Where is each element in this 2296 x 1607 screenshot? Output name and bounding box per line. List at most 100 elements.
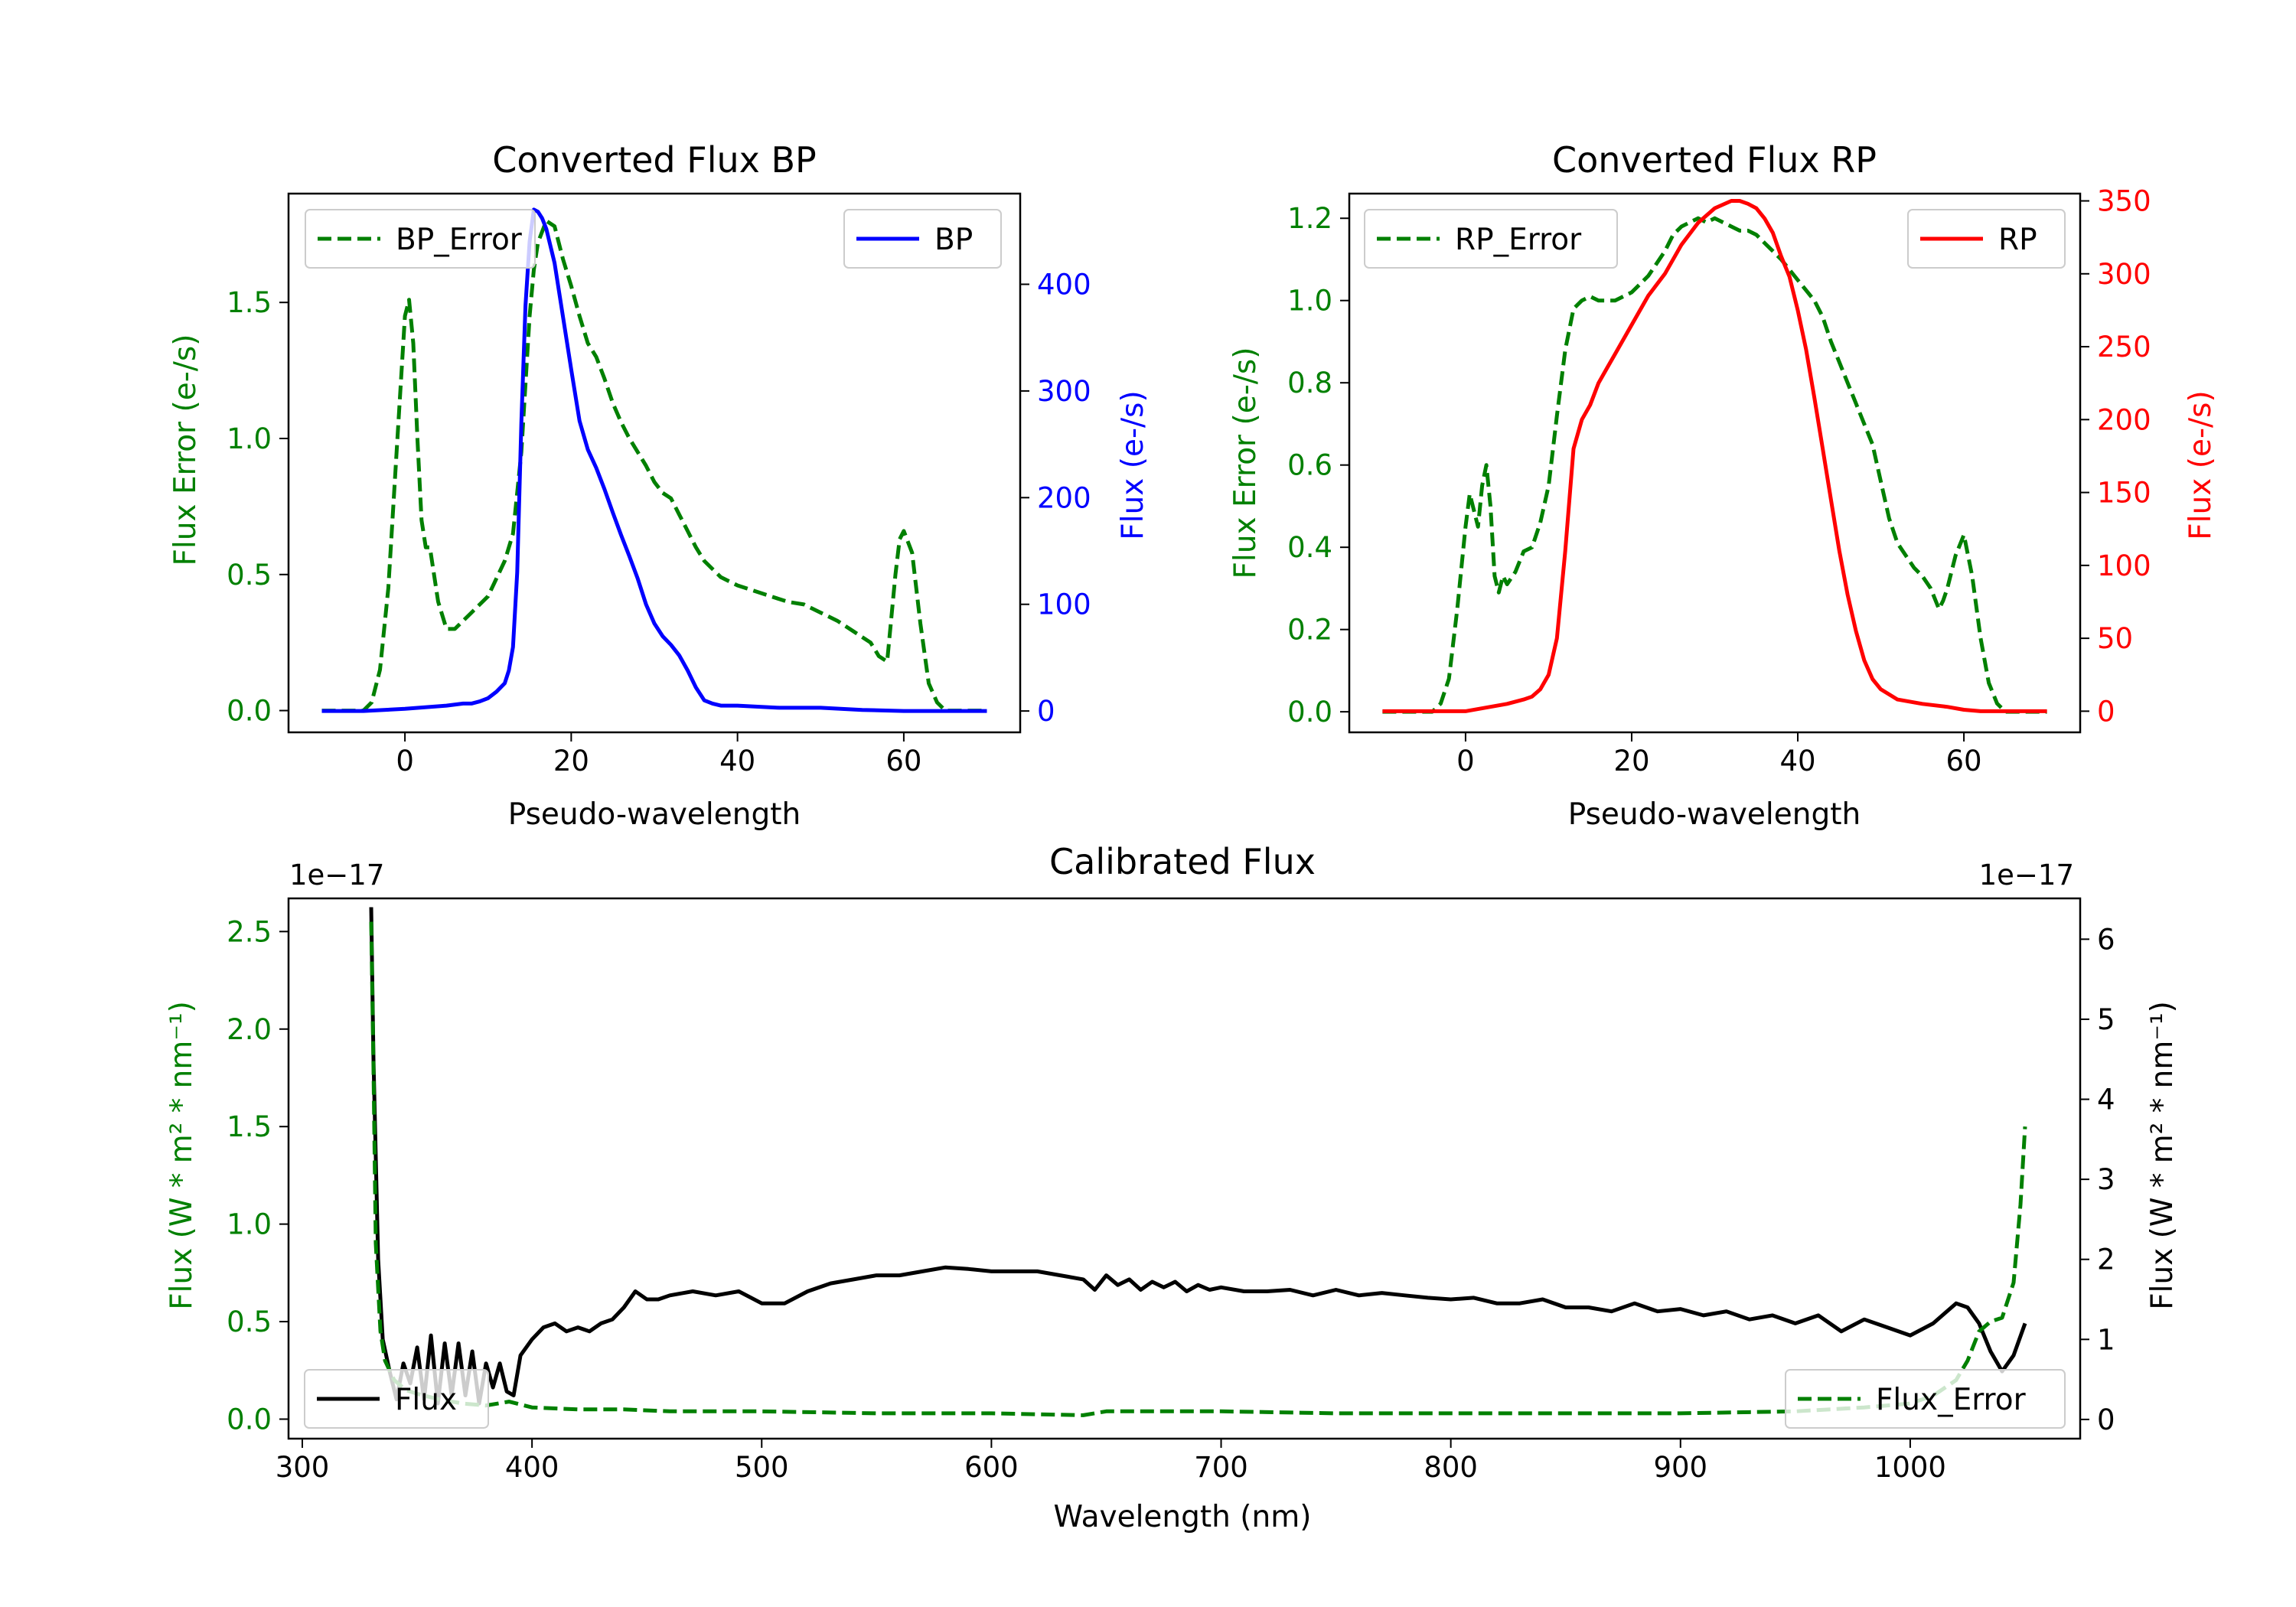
calibrated-ytick-right-label: 0 xyxy=(2097,1403,2115,1436)
calibrated-ytick-right-label: 5 xyxy=(2097,1003,2115,1036)
bp-ytick-right-label: 400 xyxy=(1037,268,1091,301)
rp-legend-left: RP_Error xyxy=(1364,209,1618,269)
bp-ylabel-right: Flux (e-/s) xyxy=(1116,390,1150,539)
rp-xtick-label: 20 xyxy=(1613,745,1649,777)
bp-xtick-label: 40 xyxy=(719,745,755,777)
calibrated-ytick-left-label: 1.5 xyxy=(227,1110,272,1143)
panel-rp: Converted Flux RP 0 20 40 60 0.0 0.2 0.4 0.6 0.8… xyxy=(1228,139,2218,832)
bp-ytick-left-label: 0.0 xyxy=(227,695,272,728)
calibrated-ytick-left-label: 0.5 xyxy=(227,1305,272,1338)
calibrated-ytick-left-label: 1.0 xyxy=(227,1208,272,1241)
rp-legend-right-box xyxy=(1907,209,2066,269)
calibrated-ytick-left-label: 2.0 xyxy=(227,1013,272,1046)
calibrated-ytick-left-label: 2.5 xyxy=(227,915,272,948)
calibrated-xtick-label: 500 xyxy=(735,1451,789,1484)
rp-ytick-right-label: 300 xyxy=(2097,258,2151,291)
calibrated-ylabel-left: Flux (W * m² * nm⁻¹) xyxy=(165,1001,199,1310)
calibrated-xtick-label: 1000 xyxy=(1874,1451,1946,1484)
rp-ytick-left-label: 1.0 xyxy=(1287,285,1332,318)
calibrated-title: Calibrated Flux xyxy=(1049,841,1316,882)
bp-ytick-left-label: 1.5 xyxy=(227,286,272,319)
calibrated-series-flux-error xyxy=(369,921,2027,1417)
rp-ytick-right-label: 100 xyxy=(2097,549,2151,582)
bp-ytick-right-label: 200 xyxy=(1037,481,1091,514)
bp-ytick-right-label: 300 xyxy=(1037,375,1091,408)
rp-series-rp-error xyxy=(1382,216,2047,714)
bp-ytick-left-label: 0.5 xyxy=(227,559,272,592)
rp-ytick-left-label: 0.4 xyxy=(1287,531,1332,564)
calibrated-ytick-right-label: 4 xyxy=(2097,1084,2115,1116)
bp-legend-left: BP_Error xyxy=(305,209,536,269)
rp-legend-left-box xyxy=(1364,209,1618,269)
calibrated-axes-frame xyxy=(287,897,2082,1440)
calibrated-xtick-label: 300 xyxy=(276,1451,330,1484)
bp-ylabel-left: Flux Error (e-/s) xyxy=(168,334,203,566)
rp-xlabel: Pseudo-wavelength xyxy=(1568,797,1861,832)
rp-plot-area: 0 20 40 60 0.0 0.2 0.4 0.6 0.8 1.0 1.2 0 50 100 150 200… xyxy=(1287,185,2151,777)
rp-ylabel-left: Flux Error (e-/s) xyxy=(1228,347,1263,579)
calibrated-plot-area: 300 400 500 600 700 800 900 1000 0.0 0.5 1.0 1.5 2.0… xyxy=(227,897,2115,1484)
panel-bp: Converted Flux BP 0 20 40 60 0.0 0.5 1.0 1.5 0 10… xyxy=(168,139,1150,832)
bp-series-bp xyxy=(321,207,987,713)
bp-plot-area: 0 20 40 60 0.0 0.5 1.0 1.5 0 100 200 300 400 BP_Error… xyxy=(227,192,1091,777)
rp-ytick-right-label: 250 xyxy=(2097,331,2151,363)
rp-ytick-right-label: 150 xyxy=(2097,477,2151,510)
bp-legend-left-label: BP_Error xyxy=(396,223,523,257)
rp-series-rp xyxy=(1382,199,2047,713)
calibrated-ytick-right-label: 2 xyxy=(2097,1244,2115,1276)
calibrated-xtick-label: 800 xyxy=(1424,1451,1478,1484)
calibrated-legend-right-label: Flux_Error xyxy=(1876,1383,2027,1417)
bp-xtick-label: 20 xyxy=(553,745,589,777)
calibrated-xtick-label: 600 xyxy=(964,1451,1019,1484)
bp-ytick-right-label: 100 xyxy=(1037,588,1091,621)
calibrated-legend-left: Flux xyxy=(304,1369,489,1429)
rp-title: Converted Flux RP xyxy=(1552,139,1877,181)
calibrated-right-offset: 1e−17 xyxy=(1979,859,2074,892)
rp-ytick-left-label: 0.2 xyxy=(1287,614,1332,647)
calibrated-ylabel-right: Flux (W * m² * nm⁻¹) xyxy=(2145,1001,2180,1310)
bp-legend-right-box xyxy=(843,209,1002,269)
bp-xtick-label: 0 xyxy=(396,745,414,777)
calibrated-legend-right-box xyxy=(1785,1369,2066,1429)
calibrated-xlabel: Wavelength (nm) xyxy=(1054,1500,1312,1534)
rp-xtick-label: 0 xyxy=(1456,745,1475,777)
calibrated-series-flux xyxy=(369,907,2027,1406)
bp-legend-right-label: BP xyxy=(934,223,973,257)
rp-xtick-label: 40 xyxy=(1779,745,1815,777)
panel-calibrated: Calibrated Flux 1e−17 1e−17 300 400 500 600… xyxy=(165,841,2180,1534)
calibrated-ytick-right-label: 6 xyxy=(2097,923,2115,956)
rp-ytick-right-label: 0 xyxy=(2097,695,2115,728)
calibrated-left-offset: 1e−17 xyxy=(289,859,384,892)
rp-ytick-right-label: 50 xyxy=(2097,622,2133,655)
bp-axes-frame xyxy=(287,192,1022,734)
rp-ytick-right-label: 200 xyxy=(2097,403,2151,436)
bp-ytick-left-label: 1.0 xyxy=(227,422,272,455)
bp-legend-left-box xyxy=(305,209,536,269)
rp-ytick-right-label: 350 xyxy=(2097,185,2151,218)
rp-legend-right: RP xyxy=(1907,209,2066,269)
bp-legend-right: BP xyxy=(843,209,1002,269)
calibrated-legend-right: Flux_Error xyxy=(1785,1369,2066,1429)
rp-ylabel-right: Flux (e-/s) xyxy=(2183,390,2218,539)
rp-legend-right-label: RP xyxy=(1998,223,2037,257)
calibrated-xtick-label: 900 xyxy=(1653,1451,1707,1484)
rp-ytick-left-label: 0.8 xyxy=(1287,367,1332,399)
rp-ytick-left-label: 0.6 xyxy=(1287,449,1332,482)
calibrated-ytick-left-label: 0.0 xyxy=(227,1403,272,1436)
bp-series-bp-error xyxy=(321,219,987,713)
bp-xtick-label: 60 xyxy=(885,745,921,777)
rp-axes-frame xyxy=(1348,192,2082,734)
calibrated-xtick-label: 700 xyxy=(1194,1451,1248,1484)
rp-ytick-left-label: 0.0 xyxy=(1287,696,1332,729)
bp-ytick-right-label: 0 xyxy=(1037,695,1055,728)
calibrated-legend-left-label: Flux xyxy=(395,1383,457,1417)
rp-xtick-label: 60 xyxy=(1946,745,1982,777)
rp-ytick-left-label: 1.2 xyxy=(1287,202,1332,235)
calibrated-ytick-right-label: 3 xyxy=(2097,1163,2115,1196)
bp-title: Converted Flux BP xyxy=(492,139,817,181)
bp-xlabel: Pseudo-wavelength xyxy=(508,797,801,832)
calibrated-legend-left-box xyxy=(304,1369,489,1429)
rp-legend-left-label: RP_Error xyxy=(1455,223,1582,257)
calibrated-ytick-right-label: 1 xyxy=(2097,1323,2115,1356)
